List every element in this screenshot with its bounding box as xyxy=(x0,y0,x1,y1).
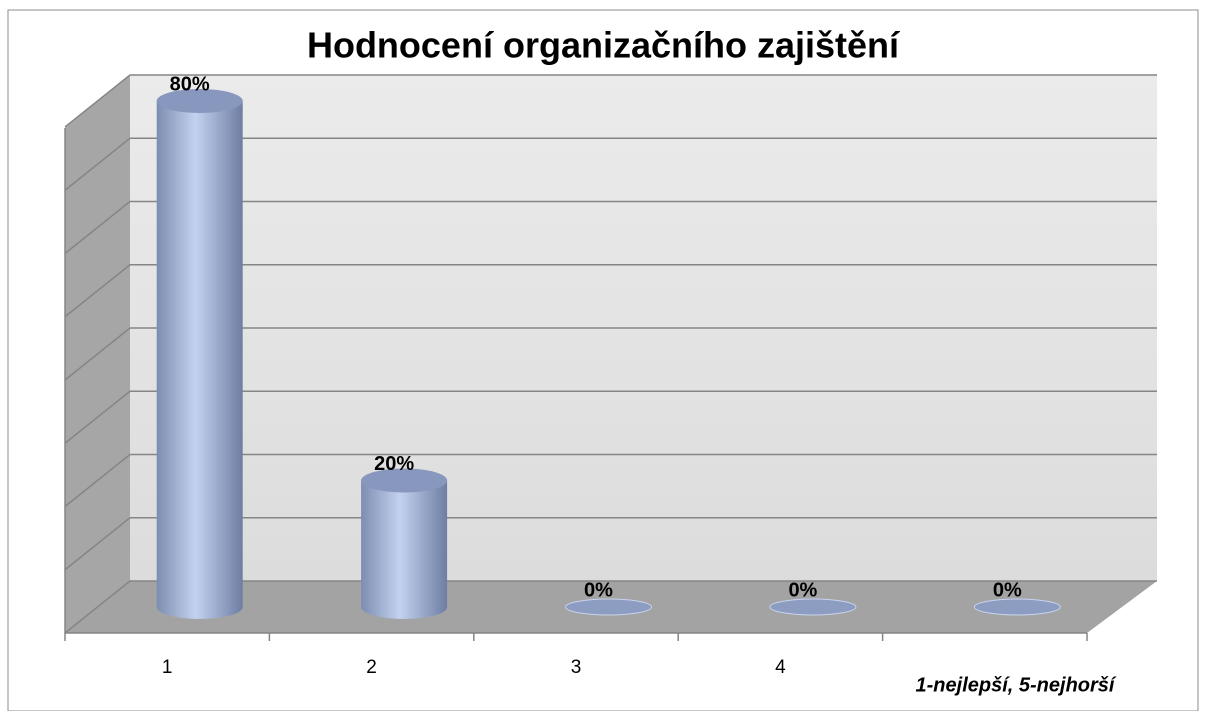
data-label: 0% xyxy=(584,579,613,601)
data-label: 80% xyxy=(170,73,210,95)
data-label: 20% xyxy=(374,453,414,475)
bar xyxy=(973,598,1061,616)
grid-line xyxy=(64,200,1157,255)
grid-line xyxy=(64,74,1157,128)
grid-line xyxy=(64,580,1157,634)
x-tick-label: 4 xyxy=(775,657,786,678)
grid-line xyxy=(64,264,1157,318)
bar xyxy=(769,598,857,616)
bar xyxy=(565,598,652,616)
x-tick-label: 1 xyxy=(162,657,173,678)
data-label: 0% xyxy=(788,579,817,601)
x-tick-label: 2 xyxy=(366,657,377,678)
grid-line xyxy=(64,453,1157,508)
grid-line xyxy=(64,327,1157,381)
x-tick-label: 3 xyxy=(571,657,582,678)
bar xyxy=(361,468,448,619)
bar xyxy=(156,89,243,619)
chart-title: Hodnocení organizačního zajištění xyxy=(307,25,900,66)
grid-line xyxy=(64,517,1157,571)
grid-line xyxy=(64,390,1157,444)
grid-line xyxy=(64,137,1157,191)
data-label: 0% xyxy=(993,579,1022,601)
annotation: 1-nejlepší, 5-nejhorší xyxy=(916,674,1117,696)
